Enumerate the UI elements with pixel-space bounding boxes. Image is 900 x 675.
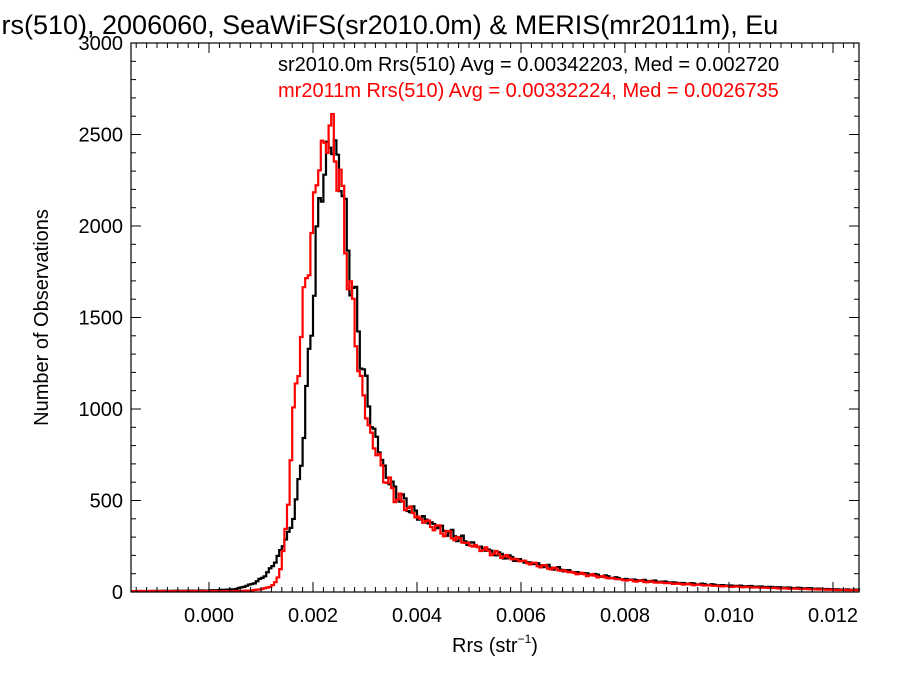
- y-tick-label: 2000: [79, 216, 124, 238]
- y-tick-label: 0: [112, 582, 123, 604]
- y-tick-label: 500: [90, 491, 123, 513]
- y-tick-label: 1500: [79, 308, 124, 330]
- plot-frame: [130, 42, 860, 593]
- x-tick-label: 0.012: [808, 605, 858, 627]
- x-axis-label: Rrs (str−1): [452, 632, 538, 657]
- x-tick-label: 0.010: [704, 605, 754, 627]
- y-tick-label: 2500: [79, 125, 124, 147]
- y-axis: 0 500 1000 1500 2000 2500 3000: [79, 33, 859, 604]
- x-tick-label: 0.004: [392, 605, 442, 627]
- x-tick-label: 0.000: [184, 605, 234, 627]
- series-line-mr2011m: [131, 112, 861, 593]
- annotation-series-1-stats: sr2010.0m Rrs(510) Avg = 0.00342203, Med…: [278, 54, 779, 76]
- annotation-series-2-stats: mr2011m Rrs(510) Avg = 0.00332224, Med =…: [278, 80, 779, 102]
- y-axis-label: Number of Observations: [31, 209, 53, 426]
- x-tick-label: 0.006: [496, 605, 546, 627]
- x-axis-label-superscript: −1: [518, 632, 532, 646]
- x-tick-label: 0.002: [288, 605, 338, 627]
- plot-area: [131, 112, 861, 593]
- x-axis: 0.000 0.002 0.004 0.006 0.008 0.010 0.012: [135, 43, 858, 627]
- series-line-sr2010.0m: [131, 139, 861, 593]
- chart-title: Rrs(510), 2006060, SeaWiFS(sr2010.0m) & …: [0, 10, 778, 40]
- x-tick-label: 0.008: [600, 605, 650, 627]
- y-tick-label: 1000: [79, 399, 124, 421]
- y-tick-label: 3000: [79, 33, 124, 55]
